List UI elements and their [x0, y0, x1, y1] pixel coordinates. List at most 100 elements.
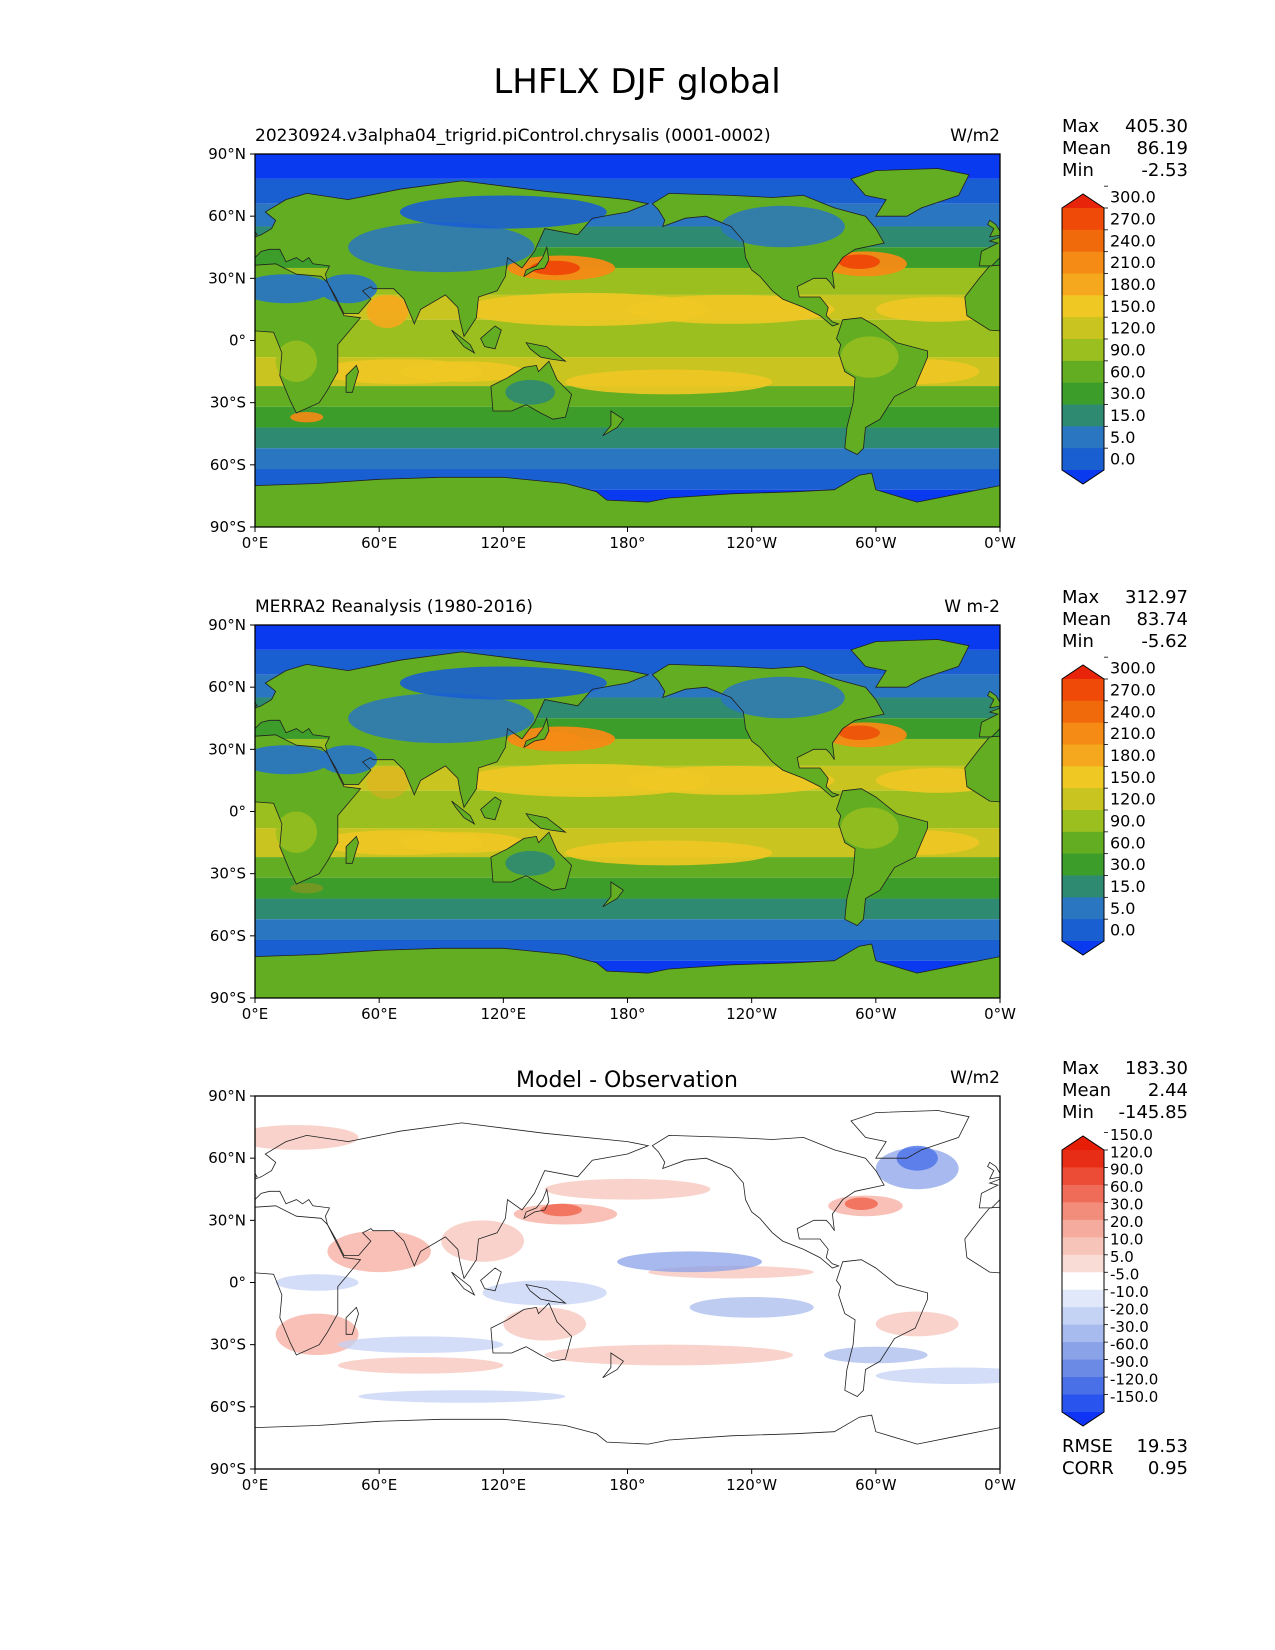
coastline-southamerica	[836, 317, 928, 455]
coastline-sumatra	[451, 800, 476, 825]
field-anomaly	[840, 336, 899, 378]
metric-value-corr: 0.95	[1148, 1458, 1188, 1479]
colorbar-tick-label: 120.0	[1110, 319, 1156, 338]
difference-panel: Model - Observation W/m2 0°E 60°E 120°E 180° 1…	[208, 1058, 1188, 1494]
colorbar-cell	[1062, 1167, 1104, 1186]
x-tick-label: 120°W	[726, 534, 777, 552]
field-anomaly	[255, 745, 332, 775]
colorbar-cell	[1062, 208, 1104, 231]
colorbar-cell	[1062, 1150, 1104, 1169]
colorbar-cell	[1062, 448, 1104, 471]
y-tick-label: 90°N	[208, 145, 246, 163]
colorbar-extend-max	[1062, 1136, 1104, 1150]
coastline-borneo	[480, 325, 502, 350]
stat-label-mean: Mean	[1062, 609, 1111, 630]
coastline-newzealand	[602, 1352, 624, 1379]
y-tick-label: 60°S	[210, 927, 246, 945]
coastline-eurasia	[255, 180, 650, 338]
colorbar-tick-label: 30.0	[1110, 384, 1146, 403]
field-anomaly	[319, 274, 378, 304]
coastline-antarctica	[255, 1414, 1000, 1469]
colorbar-cell	[1062, 1202, 1104, 1221]
colorbar-tick-label: 0.0	[1110, 450, 1135, 469]
field-anomaly	[482, 1280, 607, 1306]
y-tick-label: 60°S	[210, 456, 246, 474]
coastline-antarctica	[255, 943, 1000, 998]
colorbar-tick-label: 60.0	[1110, 1178, 1143, 1196]
colorbar-cell	[1062, 1289, 1104, 1308]
colorbar-cell	[1062, 1359, 1104, 1378]
stat-value-min: -5.62	[1141, 631, 1188, 652]
colorbar-cell	[1062, 875, 1104, 898]
field-anomaly	[399, 195, 607, 229]
y-tick-label: 0°	[229, 803, 246, 821]
coastline-greatbritain	[987, 219, 1000, 238]
field-anomaly	[689, 1297, 814, 1318]
field-anomaly	[441, 1220, 525, 1262]
coastline-sumatra	[451, 329, 476, 354]
y-tick-label: 60°N	[208, 678, 246, 696]
coastline-eurasia	[255, 1122, 650, 1280]
colorbar-tick-label: 120.0	[1110, 790, 1156, 809]
colorbar-tick-label: 5.0	[1110, 428, 1135, 447]
stat-label-mean: Mean	[1062, 138, 1111, 159]
coastline-greenland	[850, 1110, 970, 1159]
coastline-africa	[255, 734, 362, 885]
x-tick-label: 60°E	[361, 534, 397, 552]
y-tick-label: 90°S	[210, 1460, 246, 1478]
colorbar-tick-label: 90.0	[1110, 341, 1146, 360]
field-anomaly	[838, 254, 880, 270]
stat-value-min: -2.53	[1141, 160, 1188, 181]
panel-units: W/m2	[950, 1068, 1000, 1088]
coastline-africa	[255, 1205, 362, 1356]
y-tick-label: 30°N	[208, 1211, 246, 1229]
x-tick-label: 120°E	[481, 1476, 527, 1494]
colorbar-tick-label: 270.0	[1110, 210, 1156, 229]
coastline-southamerica	[836, 788, 928, 926]
colorbar-cell	[1062, 426, 1104, 449]
field-anomaly	[327, 1230, 431, 1273]
stat-label-mean: Mean	[1062, 1080, 1111, 1101]
field-anomaly	[720, 676, 845, 719]
coastline-greenland	[851, 639, 969, 688]
coastline-australia	[490, 360, 573, 420]
colorbar-tick-label: -10.0	[1110, 1283, 1149, 1301]
panel-units: W m-2	[944, 597, 1000, 617]
y-tick-label: 0°	[229, 1274, 246, 1292]
coastline-borneo	[480, 796, 502, 821]
field-band	[255, 857, 1000, 878]
field-band	[255, 877, 1000, 899]
field-anomaly	[540, 1203, 582, 1217]
colorbar-outline	[1061, 664, 1105, 956]
stat-label-min: Min	[1062, 1102, 1094, 1123]
panel-units: W/m2	[950, 126, 1000, 146]
colorbar-cell	[1062, 1377, 1104, 1396]
colorbar-tick-label: 10.0	[1110, 1231, 1143, 1249]
figure-title: LHFLX DJF global	[493, 62, 780, 102]
field-anomaly	[290, 411, 324, 423]
colorbar: -150.0-120.0-90.0-60.0-30.0-20.0-10.0-5.…	[1061, 1126, 1158, 1427]
y-tick-label: 30°S	[210, 394, 246, 412]
colorbar-cell	[1062, 339, 1104, 362]
coastline-madagascar	[345, 835, 359, 864]
stat-label-min: Min	[1062, 160, 1094, 181]
metric-value-rmse: 19.53	[1136, 1436, 1188, 1457]
colorbar-tick-label: 240.0	[1110, 702, 1156, 721]
colorbar-tick-label: 30.0	[1110, 855, 1146, 874]
field-anomaly	[824, 1346, 928, 1364]
coastline-antarctica	[255, 473, 1000, 527]
stat-value-max: 183.30	[1125, 1058, 1188, 1079]
y-tick-label: 90°S	[210, 989, 246, 1007]
y-tick-label: 90°N	[208, 1087, 246, 1105]
field-anomaly	[319, 745, 378, 775]
coastline-japan	[523, 716, 550, 749]
map-field	[255, 625, 1000, 998]
coastline-newguinea	[526, 813, 566, 833]
x-tick-label: 180°	[609, 1476, 645, 1494]
x-tick-label: 120°W	[726, 1005, 777, 1023]
x-tick-label: 0°E	[242, 534, 269, 552]
colorbar-cell	[1062, 897, 1104, 920]
field-anomaly	[503, 1307, 587, 1341]
colorbar-tick-label: 15.0	[1110, 877, 1146, 896]
coastline-northamerica	[651, 192, 885, 327]
